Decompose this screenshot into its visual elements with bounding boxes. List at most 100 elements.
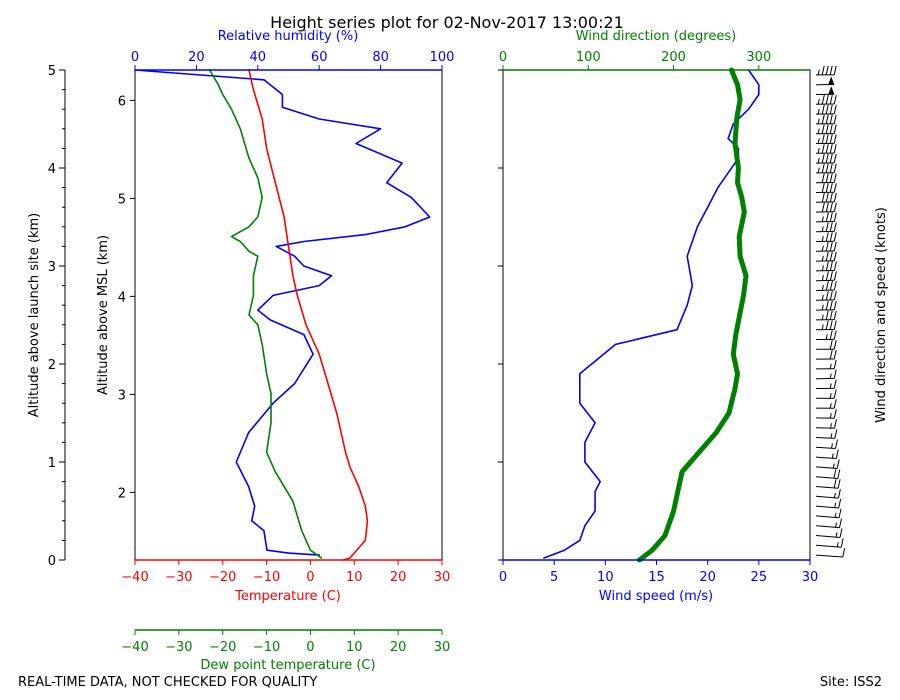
wind-barb-feather [829,320,833,330]
wind-barb-feather [834,429,838,439]
wind-barb-half [821,324,824,330]
dewpoint-tick-label: 30 [434,640,451,655]
wind-barb-feather [833,114,837,124]
wind-barb-feather [821,163,825,173]
wind-barb-feather [837,469,841,479]
wind-barb-feather [833,222,837,232]
wind-barb-feather [829,251,833,261]
wind-barb-feather [825,134,829,144]
wind-barb-feather [829,340,833,350]
wind-barb-feather [833,251,837,261]
inner-y-tick-label: 5 [118,192,126,207]
wind-barb-feather [825,192,829,203]
footer-site: Site: ISS2 [820,675,882,690]
wind-barb-feather [825,280,829,291]
dewpoint-tick-label: 20 [390,640,407,655]
wind-barb-half [817,118,820,124]
wind-barb-staff [815,554,843,558]
wind-barb-feather [833,330,837,340]
wind-barb-feather [833,241,837,252]
wind-barb-feather [829,65,833,75]
wind-barb-half [834,502,837,509]
wind-barb-feather [825,163,829,173]
wind-barb-staff [815,437,835,439]
dewpoint-tick-label: 0 [306,640,314,655]
wind-barb-feather [829,222,833,232]
wind-barb-feather [825,212,829,222]
wind-barb-feather [825,144,829,154]
wind-barb-feather [833,399,837,409]
temperature-tick-label: 10 [346,570,363,585]
wind-barb-feather [836,459,840,469]
wind-barb-feather [829,310,833,320]
wind-speed-tick-label: 15 [648,570,665,585]
wind-barb-feather [825,202,829,212]
wind-barb-feather [825,251,829,261]
wind-barb-feather [829,134,833,144]
wind-barb-feather [825,300,829,310]
wind-barb-half [829,403,832,409]
wind-barb-feather [821,124,825,134]
outer-y-axis-label: Altitude above launch site (km) [27,213,42,417]
wind-speed-axis-label: Wind speed (m/s) [599,589,713,604]
wind-barb-feather [825,153,829,164]
rh-tick-label: 100 [430,50,455,65]
rh-axis-label: Relative humidity (%) [218,29,359,44]
wind-direction-tick-label: 300 [746,50,771,65]
wind-barb-feather [835,449,839,459]
wind-direction-tick-label: 100 [576,50,601,65]
wind-barb-half [821,275,824,281]
wind-barb-feather [833,153,837,164]
chart-title: Height series plot for 02-Nov-2017 13:00… [270,13,624,32]
rh-line [134,69,431,556]
wind-barb-feather [833,232,837,242]
rh-tick-label: 80 [372,50,389,65]
wind-speed-tick-label: 0 [499,570,507,585]
wind-barb-half [821,216,824,222]
wind-barb-half [834,512,837,518]
wind-barb-half [817,157,820,164]
outer-y-tick-label: 0 [48,554,56,569]
wind-barb-feather [825,271,829,281]
wind-barb-half [833,493,836,499]
wind-barb-feather [833,261,837,271]
wind-barb-feather [825,232,829,242]
wind-barb-staff [815,456,837,460]
wind-barb-half [835,522,837,528]
wind-barb-half [817,138,820,144]
wind-barb-half [821,236,824,242]
wind-barb-feather [833,202,837,212]
wind-barb-feather [829,212,833,222]
dewpoint-tick-label: −30 [165,640,192,655]
rh-tick-label: 40 [250,50,267,65]
wind-speed-tick-label: 25 [751,570,768,585]
wind-barb-feather [825,320,829,330]
wind-barb-feather [833,469,837,479]
thermo-series [134,69,431,561]
wind-barb-half [821,294,824,301]
wind-barb-feather [825,310,829,320]
wind-barb-half [830,443,833,449]
wind-barb-feather [825,114,829,124]
wind-barb-half [831,453,834,459]
temperature-tick-label: 30 [434,570,451,585]
wind-barb-feather [833,310,837,320]
wind-barb-feather [829,94,833,105]
wind-barb-half [832,463,835,469]
wind-barb-feather [829,124,833,134]
wind-barb-feather [829,330,833,340]
wind-barb-feather [825,65,829,75]
wind-direction-tick-label: 200 [661,50,686,65]
wind-barb-feather [833,163,837,173]
wind-barb-feather [837,479,841,489]
wind-barb-half [817,69,820,75]
wind-barb-half [830,433,833,439]
wind-barb-feather [833,212,837,222]
wind-barb-feather [825,94,829,105]
wind-barb-feather [829,261,833,271]
wind-barb-feather [821,134,825,144]
wind-barb-half [817,167,820,173]
wind-barb-feather [833,104,837,115]
